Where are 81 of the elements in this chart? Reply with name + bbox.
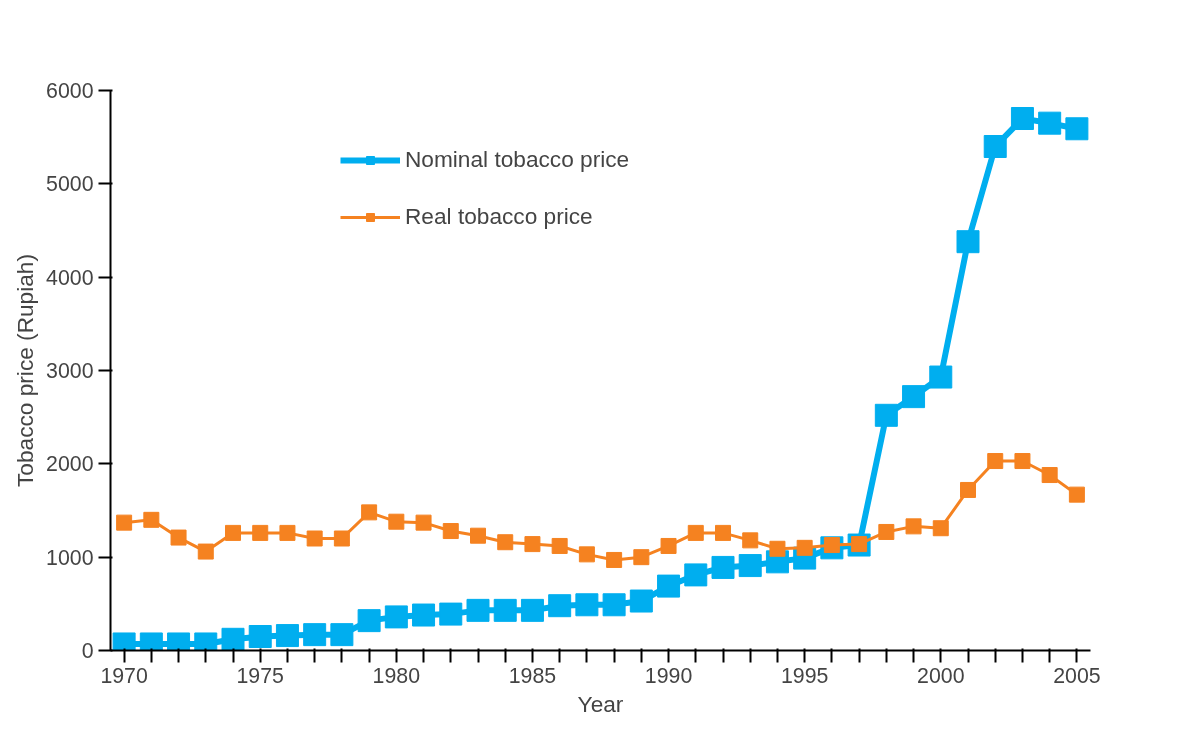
y-tick-label: 5000 <box>46 172 94 197</box>
point <box>361 504 378 521</box>
x-tick-label: 1980 <box>372 663 421 688</box>
x-axis-title: Year <box>577 690 624 717</box>
point <box>520 598 544 622</box>
point <box>303 623 327 647</box>
point <box>197 543 214 560</box>
y-tick-label: 2000 <box>46 452 94 477</box>
point <box>874 403 898 427</box>
point <box>252 524 269 541</box>
point <box>551 537 568 554</box>
y-tick-label: 1000 <box>46 545 94 570</box>
y-tick-label: 3000 <box>46 359 94 383</box>
point <box>929 365 953 389</box>
point <box>170 529 187 546</box>
point <box>1068 486 1085 503</box>
point <box>960 481 976 498</box>
x-tick-label: 1990 <box>644 663 693 688</box>
y-tick-label: 6000 <box>46 79 94 103</box>
y-tick-label: 4000 <box>46 265 94 290</box>
x-tick-label: 1995 <box>780 663 829 688</box>
point <box>905 518 922 535</box>
point <box>497 534 514 551</box>
point <box>769 540 786 557</box>
point <box>248 625 272 648</box>
point <box>1041 467 1058 484</box>
point <box>902 385 926 409</box>
point <box>602 593 626 617</box>
point <box>578 546 595 563</box>
point <box>330 623 354 647</box>
x-tick-label: 2005 <box>1053 663 1101 688</box>
point <box>983 135 1007 158</box>
point <box>384 605 408 629</box>
point <box>1038 111 1062 135</box>
point <box>333 530 350 547</box>
point <box>415 514 432 531</box>
point <box>1010 107 1034 130</box>
point <box>633 549 650 566</box>
point <box>932 520 949 537</box>
point <box>657 574 681 598</box>
x-tick-label: 1970 <box>100 663 148 688</box>
point <box>629 589 653 613</box>
point <box>796 539 813 556</box>
point <box>1014 453 1031 470</box>
point <box>1065 117 1089 141</box>
point <box>878 523 895 540</box>
point <box>221 627 245 651</box>
point <box>143 511 160 528</box>
y-axis-title: Tobacco price (Rupiah) <box>12 254 39 487</box>
point <box>493 598 517 622</box>
point <box>279 524 296 541</box>
point <box>439 602 463 626</box>
point <box>357 609 381 633</box>
point <box>442 523 459 540</box>
point <box>225 524 241 541</box>
point <box>412 603 436 627</box>
x-tick-label: 2000 <box>917 663 965 688</box>
point <box>606 551 623 568</box>
point <box>956 230 980 254</box>
point <box>711 555 735 579</box>
point <box>116 514 133 531</box>
point <box>687 524 704 541</box>
point <box>987 453 1004 470</box>
point <box>660 537 677 554</box>
point <box>275 624 299 648</box>
point <box>715 524 731 541</box>
point <box>548 594 572 618</box>
point <box>388 513 405 530</box>
legend-label: Real tobacco price <box>405 203 593 230</box>
x-tick-label: 1985 <box>508 663 557 688</box>
x-tick-label: 1975 <box>236 663 284 688</box>
point <box>524 536 541 553</box>
legend-label: Nominal tobacco price <box>405 146 630 173</box>
point <box>306 530 323 547</box>
point <box>742 532 759 549</box>
point <box>684 563 708 587</box>
point <box>470 527 486 544</box>
y-tick-label: 0 <box>81 639 94 663</box>
point <box>466 598 490 622</box>
point <box>738 554 762 578</box>
point <box>575 593 599 617</box>
